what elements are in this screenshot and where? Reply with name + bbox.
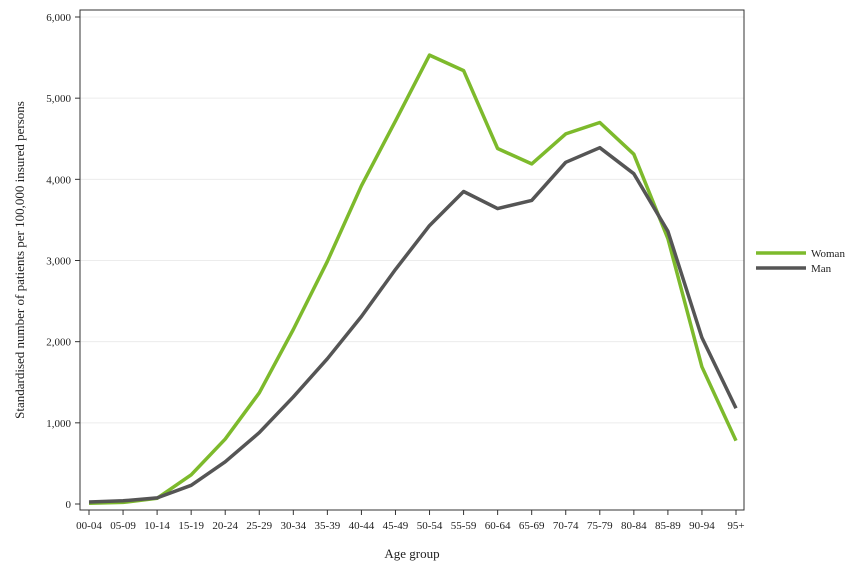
x-tick-label: 15-19 bbox=[178, 520, 204, 532]
x-tick-label: 75-79 bbox=[587, 520, 613, 532]
series-line-man bbox=[88, 145, 738, 504]
y-tick-label: 3,000 bbox=[46, 256, 71, 268]
y-axis: 0 1,000 2,000 3,000 4,000 5,000 6,000 bbox=[46, 12, 80, 511]
y-tick-label: 0 bbox=[66, 499, 72, 511]
x-tick-label: 10-14 bbox=[144, 520, 170, 532]
x-axis: 00-04 05-09 10-14 15-19 20-24 25-29 30-34 35-39… bbox=[76, 510, 745, 532]
x-tick-label: 90-94 bbox=[689, 520, 715, 532]
legend-label-man: Man bbox=[811, 263, 832, 275]
x-axis-title: Age group bbox=[384, 546, 439, 561]
x-tick-label: 95+ bbox=[727, 520, 744, 532]
y-tick-label: 2,000 bbox=[46, 337, 71, 349]
x-tick-label: 60-64 bbox=[485, 520, 511, 532]
x-tick-label: 05-09 bbox=[110, 520, 136, 532]
x-tick-label: 85-89 bbox=[655, 520, 681, 532]
x-tick-label: 00-04 bbox=[76, 520, 102, 532]
x-tick-label: 25-29 bbox=[246, 520, 272, 532]
x-tick-label: 55-59 bbox=[451, 520, 477, 532]
gridlines bbox=[80, 16, 744, 424]
y-tick-label: 4,000 bbox=[46, 174, 71, 186]
x-tick-label: 35-39 bbox=[315, 520, 341, 532]
x-tick-label: 80-84 bbox=[621, 520, 647, 532]
x-tick-label: 20-24 bbox=[212, 520, 238, 532]
legend: Woman Man bbox=[756, 248, 845, 275]
series-line-woman bbox=[88, 53, 738, 505]
x-tick-label: 30-34 bbox=[280, 520, 306, 532]
y-tick-label: 5,000 bbox=[46, 93, 71, 105]
y-tick-label: 6,000 bbox=[46, 12, 71, 24]
x-tick-label: 40-44 bbox=[349, 520, 375, 532]
series-lines bbox=[88, 53, 738, 505]
legend-label-woman: Woman bbox=[811, 248, 845, 260]
x-tick-label: 70-74 bbox=[553, 520, 579, 532]
y-axis-title: Standardised number of patients per 100,… bbox=[12, 101, 27, 419]
x-tick-label: 45-49 bbox=[383, 520, 409, 532]
x-tick-label: 50-54 bbox=[417, 520, 443, 532]
x-tick-label: 65-69 bbox=[519, 520, 545, 532]
y-tick-label: 1,000 bbox=[46, 418, 71, 430]
